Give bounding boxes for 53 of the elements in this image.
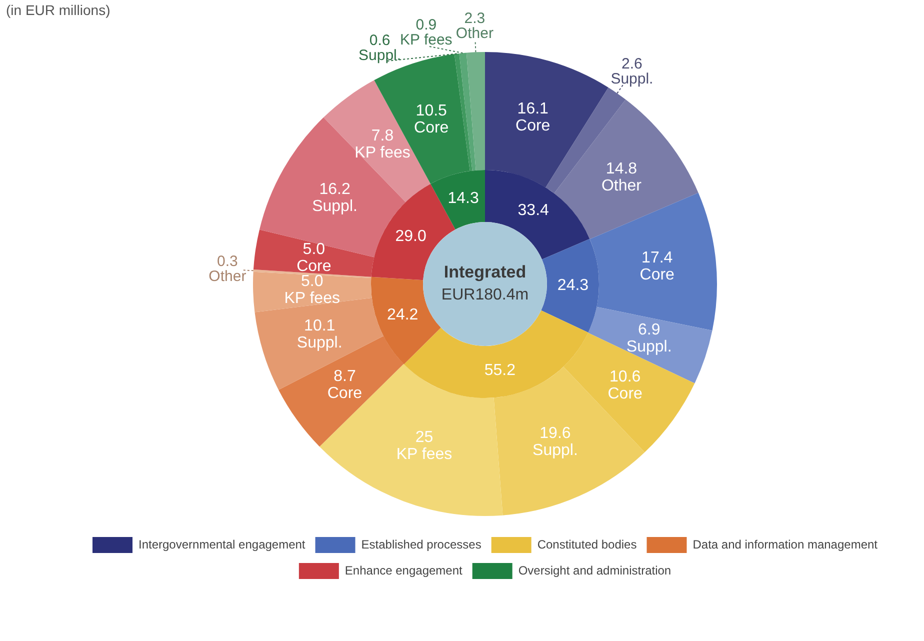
data-label: 19.6 xyxy=(540,425,571,442)
slice-label: Core xyxy=(516,118,550,135)
data-label: 10.1 xyxy=(304,318,336,335)
data-label: 10.6 xyxy=(610,368,641,386)
chart-subtitle: (in EUR millions) xyxy=(6,2,110,18)
data-label: 8.7 xyxy=(334,368,356,386)
data-label: 2.3 xyxy=(464,10,486,27)
slice-label: Other xyxy=(208,268,246,285)
legend-label: Intergovernmental engagement xyxy=(138,537,306,552)
data-label: 16.2 xyxy=(319,181,350,198)
slice-label: Core xyxy=(327,385,362,402)
slice-label: KP fees xyxy=(354,144,410,162)
slice-label: Other xyxy=(601,178,642,195)
data-label: 0.3 xyxy=(216,252,238,270)
data-label: 16.1 xyxy=(517,100,549,118)
slice-label: Suppl. xyxy=(312,198,358,216)
legend-label: Enhance engagement xyxy=(344,563,464,578)
slice-label: Other xyxy=(456,24,494,42)
data-label: 24.2 xyxy=(387,306,418,324)
data-label: 17.4 xyxy=(642,249,673,266)
data-label: 14.3 xyxy=(448,190,479,208)
data-label: 0.9 xyxy=(416,16,437,34)
slice-label: Suppl. xyxy=(610,70,654,88)
legend-label: Constituted bodies xyxy=(537,537,637,552)
legend-label: Established processes xyxy=(361,537,482,552)
slice-label: Suppl. xyxy=(296,334,342,352)
slice-label: Suppl. xyxy=(358,47,402,64)
slice-label: Core xyxy=(414,119,449,136)
data-label: 5.0 xyxy=(302,241,326,258)
slice-label: KP fees xyxy=(396,446,452,463)
data-label: 0.6 xyxy=(369,32,390,50)
text: EUR180.4m xyxy=(441,286,529,304)
slice-label: Suppl. xyxy=(626,338,672,356)
legend-label: Data and information management xyxy=(692,537,878,552)
data-label: 10.5 xyxy=(416,102,448,120)
data-label: 2.6 xyxy=(622,56,642,73)
data-label: 33.4 xyxy=(518,202,550,219)
data-label: 24.3 xyxy=(557,276,589,294)
data-label: 5.0 xyxy=(300,272,324,290)
data-label: 29.0 xyxy=(395,228,426,246)
slice-label: Suppl. xyxy=(532,442,578,460)
slice-label: Core xyxy=(640,266,675,284)
data-label: 55.2 xyxy=(484,362,516,380)
slice-label: KP fees xyxy=(284,290,340,307)
slice-label: Core xyxy=(296,258,332,276)
data-label: 7.8 xyxy=(371,128,394,145)
data-label: 25 xyxy=(415,428,434,446)
data-label: 6.9 xyxy=(638,322,660,339)
data-label: 14.8 xyxy=(606,160,638,178)
legend-label: Oversight and administration xyxy=(518,563,672,578)
slice-label: KP fees xyxy=(400,31,452,48)
text: Integrated xyxy=(444,262,526,282)
slice-label: Core xyxy=(608,385,643,402)
